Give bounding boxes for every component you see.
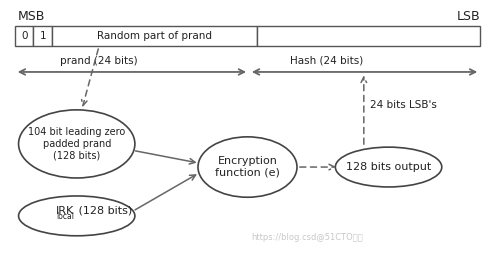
Bar xyxy=(52,26,257,46)
Text: (128 bits): (128 bits) xyxy=(75,206,133,216)
Text: prand (24 bits): prand (24 bits) xyxy=(60,56,138,66)
Text: local: local xyxy=(56,213,74,222)
Text: 0: 0 xyxy=(21,31,27,41)
Bar xyxy=(257,26,480,46)
Text: 104 bit leading zero
padded prand
(128 bits): 104 bit leading zero padded prand (128 b… xyxy=(28,127,125,161)
Ellipse shape xyxy=(19,110,135,178)
Text: 128 bits output: 128 bits output xyxy=(346,162,431,172)
Bar xyxy=(34,26,52,46)
Text: https://blog.csd@51CTO博客: https://blog.csd@51CTO博客 xyxy=(251,233,363,242)
Bar xyxy=(15,26,34,46)
Text: Encryption
function (e): Encryption function (e) xyxy=(215,156,280,178)
Ellipse shape xyxy=(336,147,442,187)
Text: 24 bits LSB's: 24 bits LSB's xyxy=(370,100,437,110)
Ellipse shape xyxy=(19,196,135,236)
Text: Random part of prand: Random part of prand xyxy=(97,31,212,41)
Text: Hash (24 bits): Hash (24 bits) xyxy=(290,56,363,66)
Ellipse shape xyxy=(198,137,297,197)
Text: MSB: MSB xyxy=(17,10,45,23)
Text: LSB: LSB xyxy=(456,10,480,23)
Text: IRK: IRK xyxy=(56,206,74,216)
Text: 1: 1 xyxy=(40,31,46,41)
